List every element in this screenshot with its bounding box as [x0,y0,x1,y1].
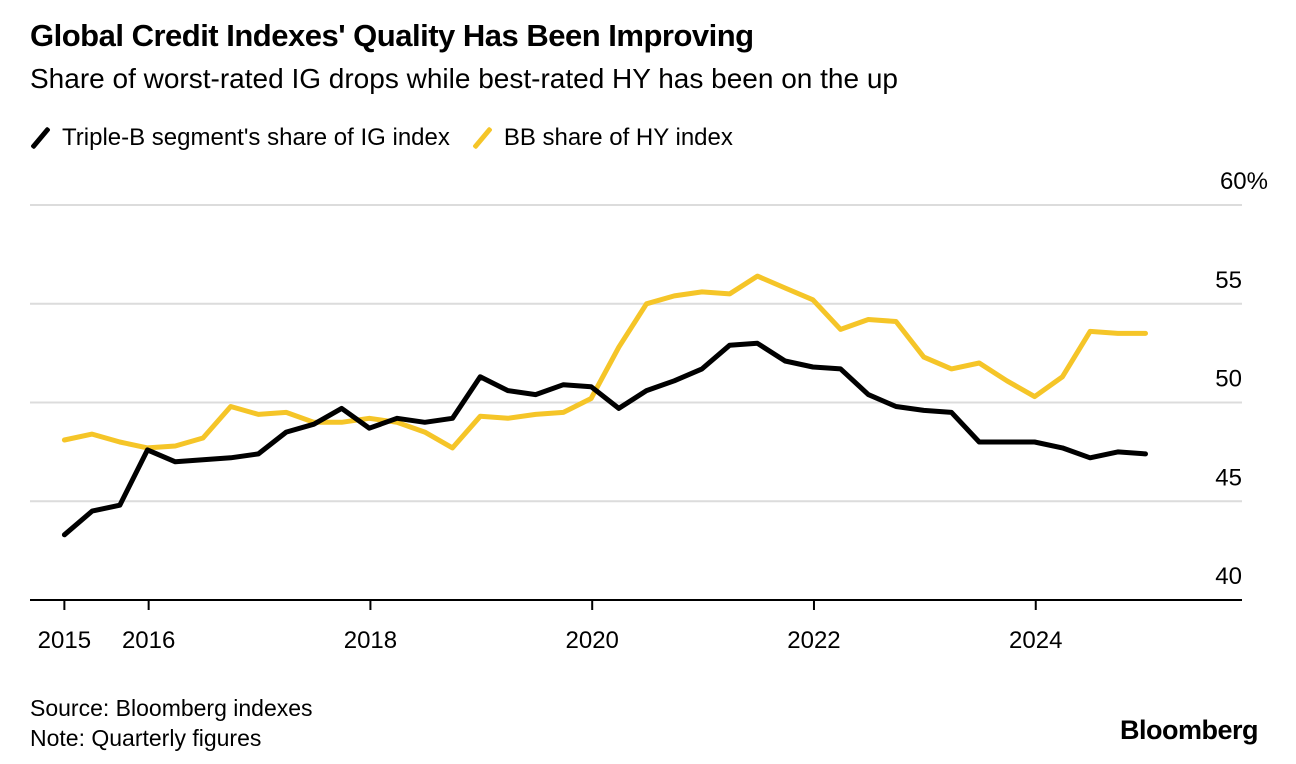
gridlines [30,204,1242,503]
source-note: Source: Bloomberg indexes [30,695,313,721]
footnote: Note: Quarterly figures [30,725,262,751]
series-line-triple-b [61,340,1148,538]
y-axis-tick-labels: 40 45 50 55 60% [1215,168,1268,590]
chart-title: Global Credit Indexes' Quality Has Been … [30,18,754,53]
legend-label-bb: BB share of HY index [503,124,733,151]
legend-label-triple-b: Triple-B segment's share of IG index [62,124,450,151]
series-lines [61,273,1148,538]
y-tick-label-60: 60% [1220,168,1268,195]
x-tick-label-2024: 2024 [1009,627,1062,654]
y-tick-label-50: 50 [1215,366,1242,393]
bloomberg-logo: Bloomberg [1119,715,1259,745]
y-tick-label-55: 55 [1215,267,1242,294]
x-tick-label-2016: 2016 [122,627,175,654]
chart-subtitle: Share of worst-rated IG drops while best… [30,63,898,94]
y-tick-label-45: 45 [1215,464,1242,491]
x-axis: 2015 2016 2018 2020 2022 2024 [30,599,1242,654]
x-tick-label-2018: 2018 [344,627,397,654]
series-line-bb [61,273,1148,451]
footer: Source: Bloomberg indexes Note: Quarterl… [30,693,313,753]
x-tick-label-2015: 2015 [38,627,91,654]
y-tick-label-40: 40 [1215,563,1242,590]
legend-item-triple-b: Triple-B segment's share of IG index [30,124,450,152]
legend: Triple-B segment's share of IG index BB … [30,124,755,152]
x-tick-label-2020: 2020 [566,627,619,654]
legend-item-bb: BB share of HY index [472,124,733,152]
x-tick-label-2022: 2022 [787,627,840,654]
